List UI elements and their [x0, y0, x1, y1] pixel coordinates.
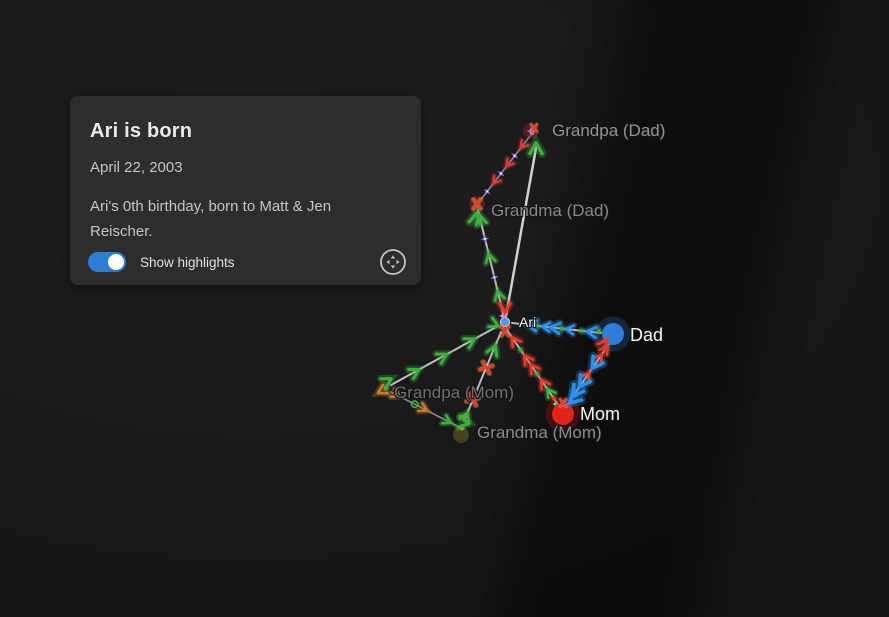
edge-marker-chevron [491, 284, 508, 305]
event-card: Ari is born April 22, 2003 Ari's 0th bir… [70, 96, 421, 285]
edge-marker-dot [516, 345, 525, 354]
edge-marker-chevron [453, 412, 478, 432]
edge-marker-ring [410, 400, 419, 409]
edge-grandma-dad-ari [477, 209, 505, 318]
edge-marker-dot [577, 326, 586, 335]
edge-marker-dot [595, 327, 603, 335]
edge-grandpa-dad-ari [504, 146, 538, 318]
event-date: April 22, 2003 [90, 159, 183, 176]
edge-marker-chevron [536, 373, 554, 393]
edge-marker-chevron [574, 370, 595, 395]
node-label-grandpa-dad: Grandpa (Dad) [552, 121, 665, 140]
edge-marker-dot [549, 394, 558, 403]
edge-marker-chevron [387, 385, 406, 401]
show-highlights-label: Show highlights [140, 254, 235, 270]
edge-marker-chevron [596, 340, 612, 358]
edge-marker-sparkle [497, 170, 505, 178]
edge-marker-chevron [579, 323, 601, 342]
edge-marker-chevron [472, 207, 491, 229]
edge-marker-chevron [502, 155, 517, 172]
edge-marker-chevron [415, 399, 434, 415]
edge-marker-dot [532, 369, 542, 379]
edge-marker-chevron [438, 412, 457, 427]
edge-marker-chevron [495, 299, 515, 321]
show-highlights-toggle[interactable] [88, 252, 126, 272]
toggle-knob [108, 254, 124, 270]
edge-marker-sparkle [511, 152, 519, 160]
edge-marker-sparkle [498, 312, 506, 320]
edge-marker-xflag [529, 122, 539, 134]
graph-node-ari[interactable] [500, 317, 510, 327]
edge-marker-sparkle [490, 273, 499, 282]
edge-marker-chevron [484, 314, 505, 331]
edge-marker-dot [532, 321, 542, 330]
node-label-mom: Mom [580, 404, 620, 424]
edge-marker-sparkle [551, 400, 559, 408]
edge-marker-chevron [432, 350, 454, 368]
edge-ari-mom [506, 329, 560, 407]
edge-marker-chevron [590, 348, 606, 367]
edge-marker-xflag [498, 323, 512, 339]
edge-marker-chevron [526, 358, 543, 378]
edge-marker-xflag [558, 397, 568, 409]
edge-marker-chevron [516, 137, 532, 153]
edge-marker-chevron [376, 374, 399, 392]
edge-marker-chevron [577, 367, 594, 385]
edge-marker-chevron [525, 133, 547, 158]
event-title: Ari is born [90, 120, 193, 142]
edge-marker-chevron [465, 204, 485, 229]
edge-marker-chevron [587, 351, 608, 376]
edge-marker-chevron [404, 365, 426, 383]
card-footer: Show highlights [88, 248, 407, 276]
edge-marker-dot [557, 324, 567, 333]
edge-marker-chevron [371, 381, 392, 397]
edge-marker-sparkle [483, 187, 491, 196]
event-description: Ari's 0th birthday, born to Matt & Jen R… [90, 198, 332, 240]
edge-marker-chevron [489, 172, 504, 189]
node-label-dad: Dad [630, 325, 663, 345]
edge-marker-chevron [535, 319, 554, 335]
edge-marker-chevron [559, 322, 578, 338]
node-label-grandma-dad: Grandma (Dad) [491, 201, 609, 220]
graph-node-mom[interactable] [545, 396, 581, 432]
edge-marker-sparkle [480, 234, 490, 244]
edge-marker-chevron [507, 331, 525, 351]
pan-dpad-circle-icon[interactable] [379, 248, 407, 276]
edge-marker-xflag [470, 196, 484, 212]
edge-marker-chevron [543, 383, 559, 402]
node-label-grandma-mom: Grandma (Mom) [477, 423, 602, 442]
edge-marker-chevron [594, 334, 611, 354]
edge-marker-chevron [483, 338, 501, 360]
edge-marker-chevron [482, 246, 499, 267]
edge-marker-chevron [460, 334, 482, 352]
edge-marker-glow [453, 427, 469, 443]
edge-marker-chevron [542, 319, 564, 338]
edge-grandpa-mom-grandma-mom [390, 391, 458, 427]
edge-marker-chevron [520, 349, 537, 369]
edge-marker-xflag [477, 358, 496, 377]
edge-marker-xflag [463, 391, 483, 409]
node-label-grandpa-mom: Grandpa (Mom) [394, 383, 514, 402]
node-label-ari: Ari [519, 314, 536, 330]
edge-marker-chevron [563, 386, 587, 410]
edge-marker-chevron [519, 316, 541, 335]
